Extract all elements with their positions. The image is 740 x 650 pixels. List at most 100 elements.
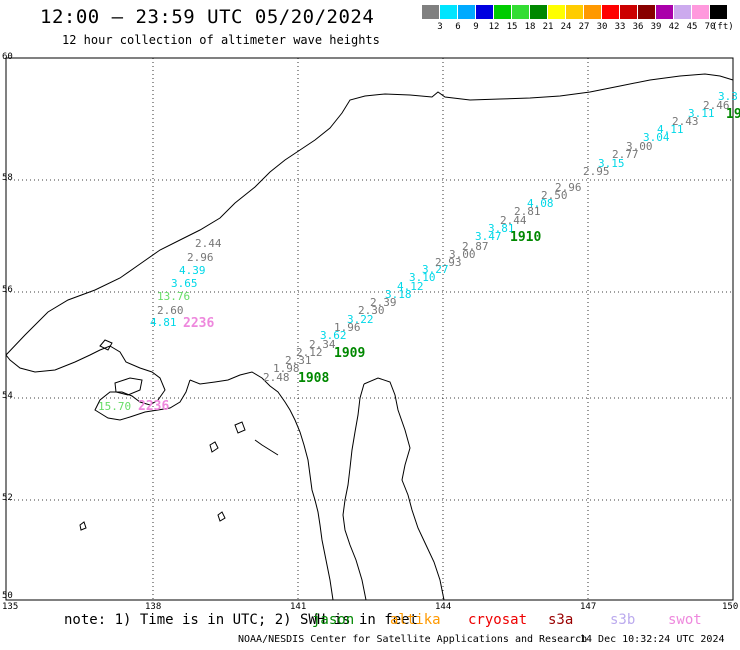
wave-height-label: 2.60 bbox=[157, 304, 184, 317]
wave-height-label: 3.18 bbox=[385, 288, 412, 301]
colorbar-swatch bbox=[620, 5, 637, 19]
wave-height-label: 3.00 bbox=[449, 248, 476, 261]
footer-note: note: 1) Time is in UTC; 2) SWH is in fe… bbox=[64, 612, 419, 628]
lon-label-141: 141 bbox=[290, 602, 307, 612]
wave-height-label: 2.50 bbox=[541, 189, 568, 202]
lat-label-50: 50 bbox=[2, 591, 13, 601]
colorbar-label: 36 bbox=[632, 22, 644, 32]
legend-cryosat: cryosat bbox=[468, 612, 528, 628]
wave-height-label: 2.43 bbox=[672, 115, 699, 128]
page-subtitle: 12 hour collection of altimeter wave hei… bbox=[62, 33, 380, 47]
colorbar-label: 45 bbox=[686, 22, 698, 32]
credit-text: NOAA/NESDIS Center for Satellite Applica… bbox=[238, 634, 588, 645]
colorbar-label: 70 bbox=[704, 22, 716, 32]
colorbar-label: 30 bbox=[596, 22, 608, 32]
wave-height-label: 3.3 bbox=[718, 90, 738, 103]
lon-label-135: 135 bbox=[2, 602, 19, 612]
generated-timestamp: 14 Dec 10:32:24 UTC 2024 bbox=[580, 634, 725, 645]
page-title: 12:00 – 23:59 UTC 05/20/2024 bbox=[40, 6, 375, 28]
colorbar-swatch bbox=[440, 5, 457, 19]
wave-height-label: 1910 bbox=[510, 230, 541, 245]
wave-height-label: 2.39 bbox=[370, 296, 397, 309]
colorbar-label: 15 bbox=[506, 22, 518, 32]
colorbar-swatch bbox=[710, 5, 727, 19]
colorbar-label: 33 bbox=[614, 22, 626, 32]
colorbar-swatch bbox=[476, 5, 493, 19]
wave-height-label: 3.62 bbox=[320, 329, 347, 342]
colorbar-swatch bbox=[548, 5, 565, 19]
wave-height-label: 2.46 bbox=[703, 99, 730, 112]
colorbar-swatch bbox=[638, 5, 655, 19]
colorbar-label: 21 bbox=[542, 22, 554, 32]
wave-height-label: 15.70 bbox=[98, 400, 131, 413]
colorbar-swatch bbox=[584, 5, 601, 19]
colorbar-swatch bbox=[530, 5, 547, 19]
wave-height-label: 2.95 bbox=[583, 165, 610, 178]
wave-height-label: 3.04 bbox=[643, 131, 670, 144]
lon-label-144: 144 bbox=[435, 602, 452, 612]
wave-height-label: 2.96 bbox=[555, 181, 582, 194]
wave-height-label: 3.65 bbox=[171, 277, 198, 290]
wave-height-label: 1.96 bbox=[334, 321, 361, 334]
wave-height-label: 2.48 bbox=[263, 371, 290, 384]
wave-height-label: 2.44 bbox=[195, 237, 222, 250]
wave-height-label: 2.30 bbox=[358, 304, 385, 317]
wave-height-label: 2.87 bbox=[462, 240, 489, 253]
lon-label-150: 150 bbox=[722, 602, 739, 612]
wave-height-label: 2.77 bbox=[612, 148, 639, 161]
wave-height-label: 4.11 bbox=[657, 123, 684, 136]
colorbar-swatch bbox=[422, 5, 439, 19]
wave-height-label: 19 bbox=[726, 107, 740, 122]
lat-label-56: 56 bbox=[2, 285, 13, 295]
wave-height-label: 1908 bbox=[298, 371, 329, 386]
colorbar-label: 24 bbox=[560, 22, 572, 32]
wave-height-label: 2.34 bbox=[309, 338, 336, 351]
lat-label-58: 58 bbox=[2, 173, 13, 183]
wave-height-label: 2236 bbox=[183, 316, 214, 331]
wave-height-label: 3.27 bbox=[422, 263, 449, 276]
lat-label-60: 60 bbox=[2, 52, 13, 62]
legend-altika: altika bbox=[390, 612, 441, 628]
colorbar-swatch bbox=[602, 5, 619, 19]
wave-height-label: 3.22 bbox=[347, 313, 374, 326]
colorbar-swatch bbox=[512, 5, 529, 19]
legend-swot: swot bbox=[668, 612, 702, 628]
colorbar-label: 12 bbox=[488, 22, 500, 32]
legend-jason: jason bbox=[312, 612, 355, 628]
colorbar-swatch bbox=[674, 5, 691, 19]
colorbar-swatch bbox=[494, 5, 511, 19]
wave-height-label: 4.39 bbox=[179, 264, 206, 277]
colorbar-swatch bbox=[692, 5, 709, 19]
lon-label-147: 147 bbox=[580, 602, 597, 612]
wave-height-label: 4.81 bbox=[150, 316, 177, 329]
wave-height-label: 3.00 bbox=[626, 140, 653, 153]
colorbar-swatch bbox=[458, 5, 475, 19]
colorbar-label: 18 bbox=[524, 22, 536, 32]
wave-height-label: 3.11 bbox=[688, 107, 715, 120]
lat-label-52: 52 bbox=[2, 493, 13, 503]
colorbar-swatch bbox=[566, 5, 583, 19]
wave-height-label: 2.44 bbox=[500, 214, 527, 227]
wave-height-label: 3.47 bbox=[475, 230, 502, 243]
colorbar-label: 6 bbox=[455, 22, 461, 32]
colorbar-label: 27 bbox=[578, 22, 590, 32]
colorbar-label: 39 bbox=[650, 22, 662, 32]
colorbar-label: (ft) bbox=[712, 22, 734, 32]
wave-height-label: 2.96 bbox=[187, 251, 214, 264]
colorbar-label: 3 bbox=[437, 22, 443, 32]
wave-height-label: 2.12 bbox=[296, 346, 323, 359]
wave-height-label: 3.15 bbox=[598, 157, 625, 170]
wave-height-label: 1.98 bbox=[273, 362, 300, 375]
legend-s3b: s3b bbox=[610, 612, 636, 628]
wave-height-label: 4.12 bbox=[397, 280, 424, 293]
wave-height-label: 1909 bbox=[334, 346, 365, 361]
coastline bbox=[5, 73, 734, 601]
wave-height-label: 2.93 bbox=[435, 256, 462, 269]
colorbar-label: 9 bbox=[473, 22, 479, 32]
colorbar-swatch bbox=[656, 5, 673, 19]
wave-height-label: 2.81 bbox=[514, 205, 541, 218]
wave-height-label: 3.81 bbox=[488, 222, 515, 235]
legend-s3a: s3a bbox=[548, 612, 574, 628]
lon-label-138: 138 bbox=[145, 602, 162, 612]
